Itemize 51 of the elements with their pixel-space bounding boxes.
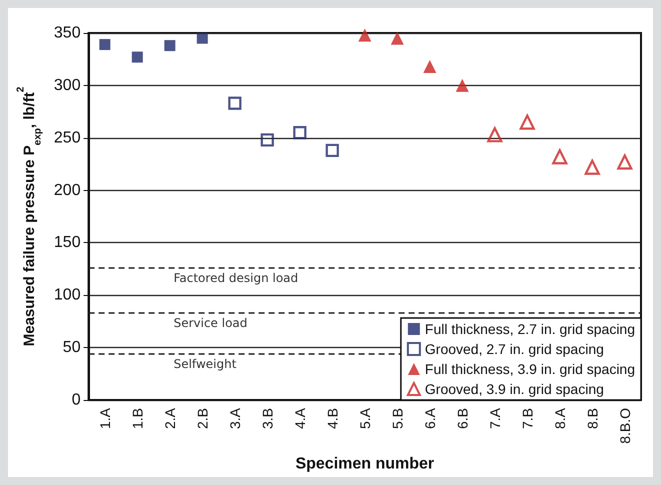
x-tick-label: 6.A xyxy=(422,407,438,430)
point xyxy=(228,96,242,110)
point xyxy=(584,160,600,175)
x-tick-label: 4.A xyxy=(292,407,308,430)
x-tick-label: 5.B xyxy=(389,408,406,430)
x-tick-label: 1.A xyxy=(96,407,113,430)
y-tick-label: 300 xyxy=(54,76,81,94)
point xyxy=(520,114,535,130)
y-tick-label: 0 xyxy=(72,392,81,408)
point xyxy=(423,60,436,74)
point xyxy=(132,52,143,63)
x-axis-title: Specimen number xyxy=(295,456,434,472)
y-axis-title: Measured failure pressure Pexp, lb/ft2 xyxy=(16,86,44,346)
y-tick-label: 200 xyxy=(54,182,81,199)
point xyxy=(617,154,632,170)
point xyxy=(196,32,208,44)
x-tick-label: 6.B xyxy=(454,408,470,430)
ref-line-label: Factored design load xyxy=(174,270,298,285)
point xyxy=(487,127,502,142)
point xyxy=(99,39,110,50)
x-tick-label: 3.B xyxy=(259,408,276,430)
x-tick-label: 4.B xyxy=(324,408,340,430)
x-tick-label: 8.A xyxy=(552,407,568,430)
legend-label: Grooved, 3.9 in. grid spacing xyxy=(424,381,604,397)
legend-label: Full thickness, 2.7 in. grid spacing xyxy=(424,321,636,337)
point xyxy=(456,78,469,92)
x-tick-label: 2.B xyxy=(194,408,210,430)
point xyxy=(164,40,176,52)
ref-line-label: Selfweight xyxy=(174,356,237,371)
point xyxy=(552,149,568,164)
x-tick-label: 7.A xyxy=(486,407,503,430)
x-tick-label: 3.A xyxy=(226,407,243,430)
point xyxy=(326,144,339,158)
y-tick-label: 150 xyxy=(54,234,81,252)
point xyxy=(358,28,372,42)
x-tick-label: 1.B xyxy=(129,408,146,430)
x-tick-label: 2.A xyxy=(162,407,178,430)
ref-line-label: Service load xyxy=(174,316,248,330)
point xyxy=(260,133,274,147)
x-tick-label: 8.B xyxy=(584,408,600,430)
y-tick-label: 350 xyxy=(54,24,81,42)
y-tick-label: 250 xyxy=(54,129,81,146)
x-tick-label: 5.A xyxy=(356,407,373,430)
point xyxy=(390,32,404,45)
legend-label: Full thickness, 3.9 in. grid spacing xyxy=(424,361,636,377)
legend-label: Grooved, 2.7 in. grid spacing xyxy=(424,341,604,357)
y-tick-label: 50 xyxy=(62,339,81,356)
x-tick-label: 8.B.O xyxy=(616,408,633,444)
point xyxy=(293,126,306,140)
y-tick-label: 100 xyxy=(54,286,81,304)
x-tick-label: 7.B xyxy=(519,408,536,430)
